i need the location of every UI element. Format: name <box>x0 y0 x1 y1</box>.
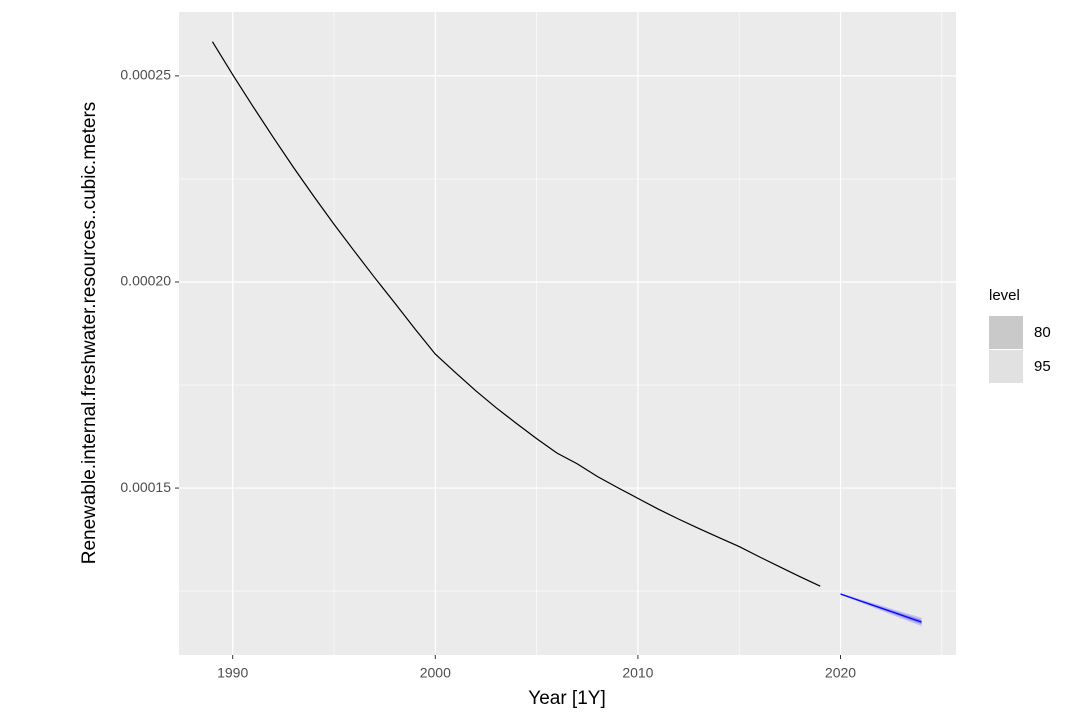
y-tick-label: 0.00015 <box>120 479 171 495</box>
y-axis-title: Renewable.internal.freshwater.resources.… <box>79 102 100 565</box>
x-tick-label: 1990 <box>217 665 248 681</box>
history-line <box>211 41 821 587</box>
x-tick-label: 2010 <box>622 665 653 681</box>
y-tick-label: 0.00020 <box>120 273 171 289</box>
x-tick-label: 2020 <box>825 665 856 681</box>
legend-key <box>989 316 1023 349</box>
legend-label: 80 <box>1034 324 1051 341</box>
panel <box>179 12 956 655</box>
x-tick-label: 2000 <box>420 665 451 681</box>
x-axis-title: Year [1Y] <box>528 688 605 709</box>
legend-key <box>989 350 1023 383</box>
forecast-line <box>840 593 922 623</box>
y-tick-label: 0.00025 <box>120 67 171 83</box>
legend-title: level <box>989 287 1020 304</box>
legend-label: 95 <box>1034 358 1051 375</box>
